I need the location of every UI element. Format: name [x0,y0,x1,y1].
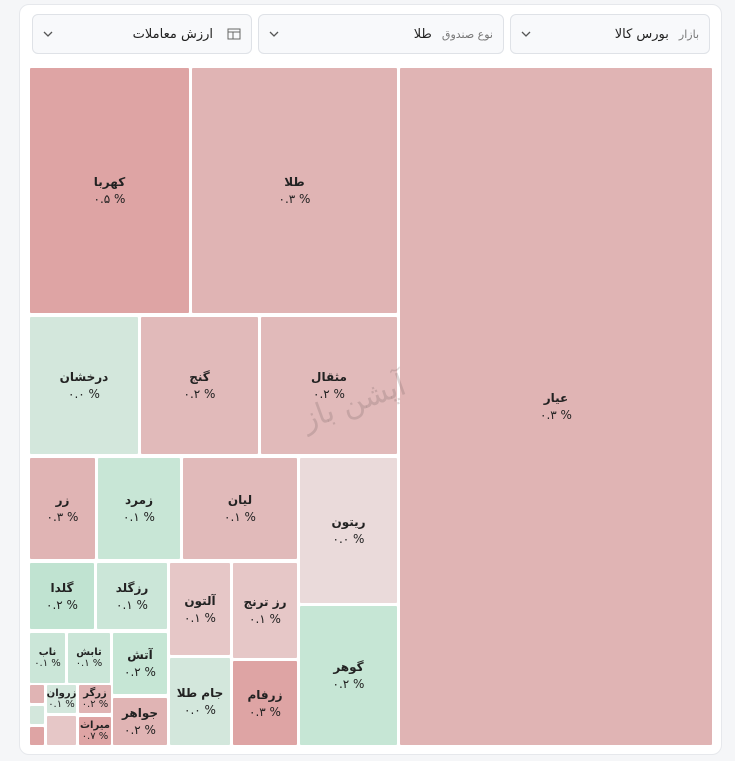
chevron [269,31,279,37]
tile-change: ۰.۱ % [184,610,216,625]
tile[interactable]: گنج ۰.۲ % [140,316,259,455]
tile-change: ۰.۲ % [81,699,109,710]
dropdown-label: نوع صندوق [441,27,493,41]
dropdown[interactable]: ارزش معاملات [32,14,252,54]
tile[interactable]: رزگلد ۰.۱ % [96,562,168,630]
tile[interactable]: میراث ۰.۷ % [78,716,112,746]
tile-change: ۰.۲ % [124,723,156,737]
dropdown-value: طلا [413,26,432,42]
tile-name: درخشان [59,370,109,384]
tile-change: ۰.۱ % [48,699,75,710]
tile-change: ۰.۱ % [116,597,148,612]
tile-name: میراث [80,720,110,731]
tile-name: زرفام [247,687,283,702]
tile[interactable]: زر ۰.۳ % [29,457,96,560]
tile[interactable]: طلا ۰.۳ % [191,67,398,314]
tile[interactable]: جواهر ۰.۲ % [112,697,168,746]
tile-change: ۰.۰ % [332,532,365,546]
tile-name: زروان [46,688,77,699]
tile[interactable]: گلدا ۰.۲ % [29,562,95,630]
icon [227,28,241,40]
dropdown-label: بازار [678,27,699,41]
dropdown-value: بورس کالا [614,26,669,42]
tile-name: گلدا [50,580,74,595]
tile[interactable]: ریتون ۰.۰ % [299,457,398,604]
tile[interactable]: ناب ۰.۱ % [29,632,66,684]
tile[interactable]: زمرد ۰.۱ % [97,457,181,560]
tile-change: ۰.۲ % [332,677,365,691]
tile-change: ۰.۳ % [540,408,572,422]
tile[interactable]: کهربا ۰.۵ % [29,67,190,314]
tile-name: ریتون [331,515,366,529]
tile-change: ۰.۱ % [224,510,256,524]
tile-change: ۰.۵ % [93,192,126,206]
tile-name: تابش [76,647,102,658]
tile-name: گوهر [333,660,364,674]
tile-name: لیان [227,493,253,507]
tile-change: ۰.۰ % [68,387,100,401]
tile-name: جام طلا [176,686,224,700]
tile-change: ۰.۲ % [183,387,216,401]
tile-name: ناب [38,647,57,658]
tile-small [29,726,45,746]
tile-name: طلا [284,175,305,189]
dropdown-value: ارزش معاملات [132,26,213,42]
tile-change: ۰.۱ % [249,612,281,626]
tile-name: رزگلد [115,580,149,595]
tile-name: رز ترنج [243,595,287,609]
tile[interactable]: آلتون ۰.۱ % [169,562,231,656]
tile[interactable]: زروان ۰.۱ % [46,684,77,714]
tile[interactable]: لیان ۰.۱ % [182,457,298,560]
chevron [43,31,53,37]
tile-name: جواهر [121,706,159,720]
tile-small [46,715,77,746]
tile-name: آلتون [184,593,216,608]
tile-small [29,705,45,725]
tile-name: زمرد [125,493,153,507]
tile-change: ۰.۲ % [124,665,156,679]
tile-change: ۰.۲ % [313,387,345,401]
tile-change: ۰.۲ % [46,597,78,612]
tile[interactable]: آتش ۰.۲ % [112,632,168,695]
tile-change: ۰.۳ % [46,510,79,524]
tile-small [29,684,45,704]
tile-name: آتش [127,648,153,662]
tile-name: زر [55,493,70,507]
tile[interactable]: درخشان ۰.۰ % [29,316,139,455]
tile-change: ۰.۱ % [75,658,103,669]
tile[interactable]: رز ترنج ۰.۱ % [232,562,298,659]
tile[interactable]: زرگر ۰.۲ % [78,684,112,714]
tile[interactable]: زرفام ۰.۳ % [232,660,298,746]
tile-name: زرگر [83,688,107,699]
tile[interactable]: تابش ۰.۱ % [67,632,111,684]
tile-name: کهربا [93,175,126,189]
tile-change: ۰.۳ % [249,704,281,719]
tile[interactable]: جام طلا ۰.۰ % [169,657,231,746]
tile-change: ۰.۰ % [184,703,216,717]
dropdown[interactable]: نوع صندوق طلا [258,14,504,54]
chevron [521,31,531,37]
tile-name: مثقال [311,370,347,384]
tile-change: ۰.۱ % [123,510,155,524]
tile-change: ۰.۱ % [34,658,61,669]
tile-name: عیار [543,391,569,405]
tile[interactable]: مثقال ۰.۲ % [260,316,398,455]
tile-name: گنج [189,370,210,384]
tile-change: ۰.۳ % [278,192,311,206]
tile[interactable]: گوهر ۰.۲ % [299,605,398,746]
tile-change: ۰.۷ % [81,731,109,742]
tile[interactable]: عیار ۰.۳ % [399,67,713,746]
dropdown[interactable]: بازار بورس کالا [510,14,710,54]
